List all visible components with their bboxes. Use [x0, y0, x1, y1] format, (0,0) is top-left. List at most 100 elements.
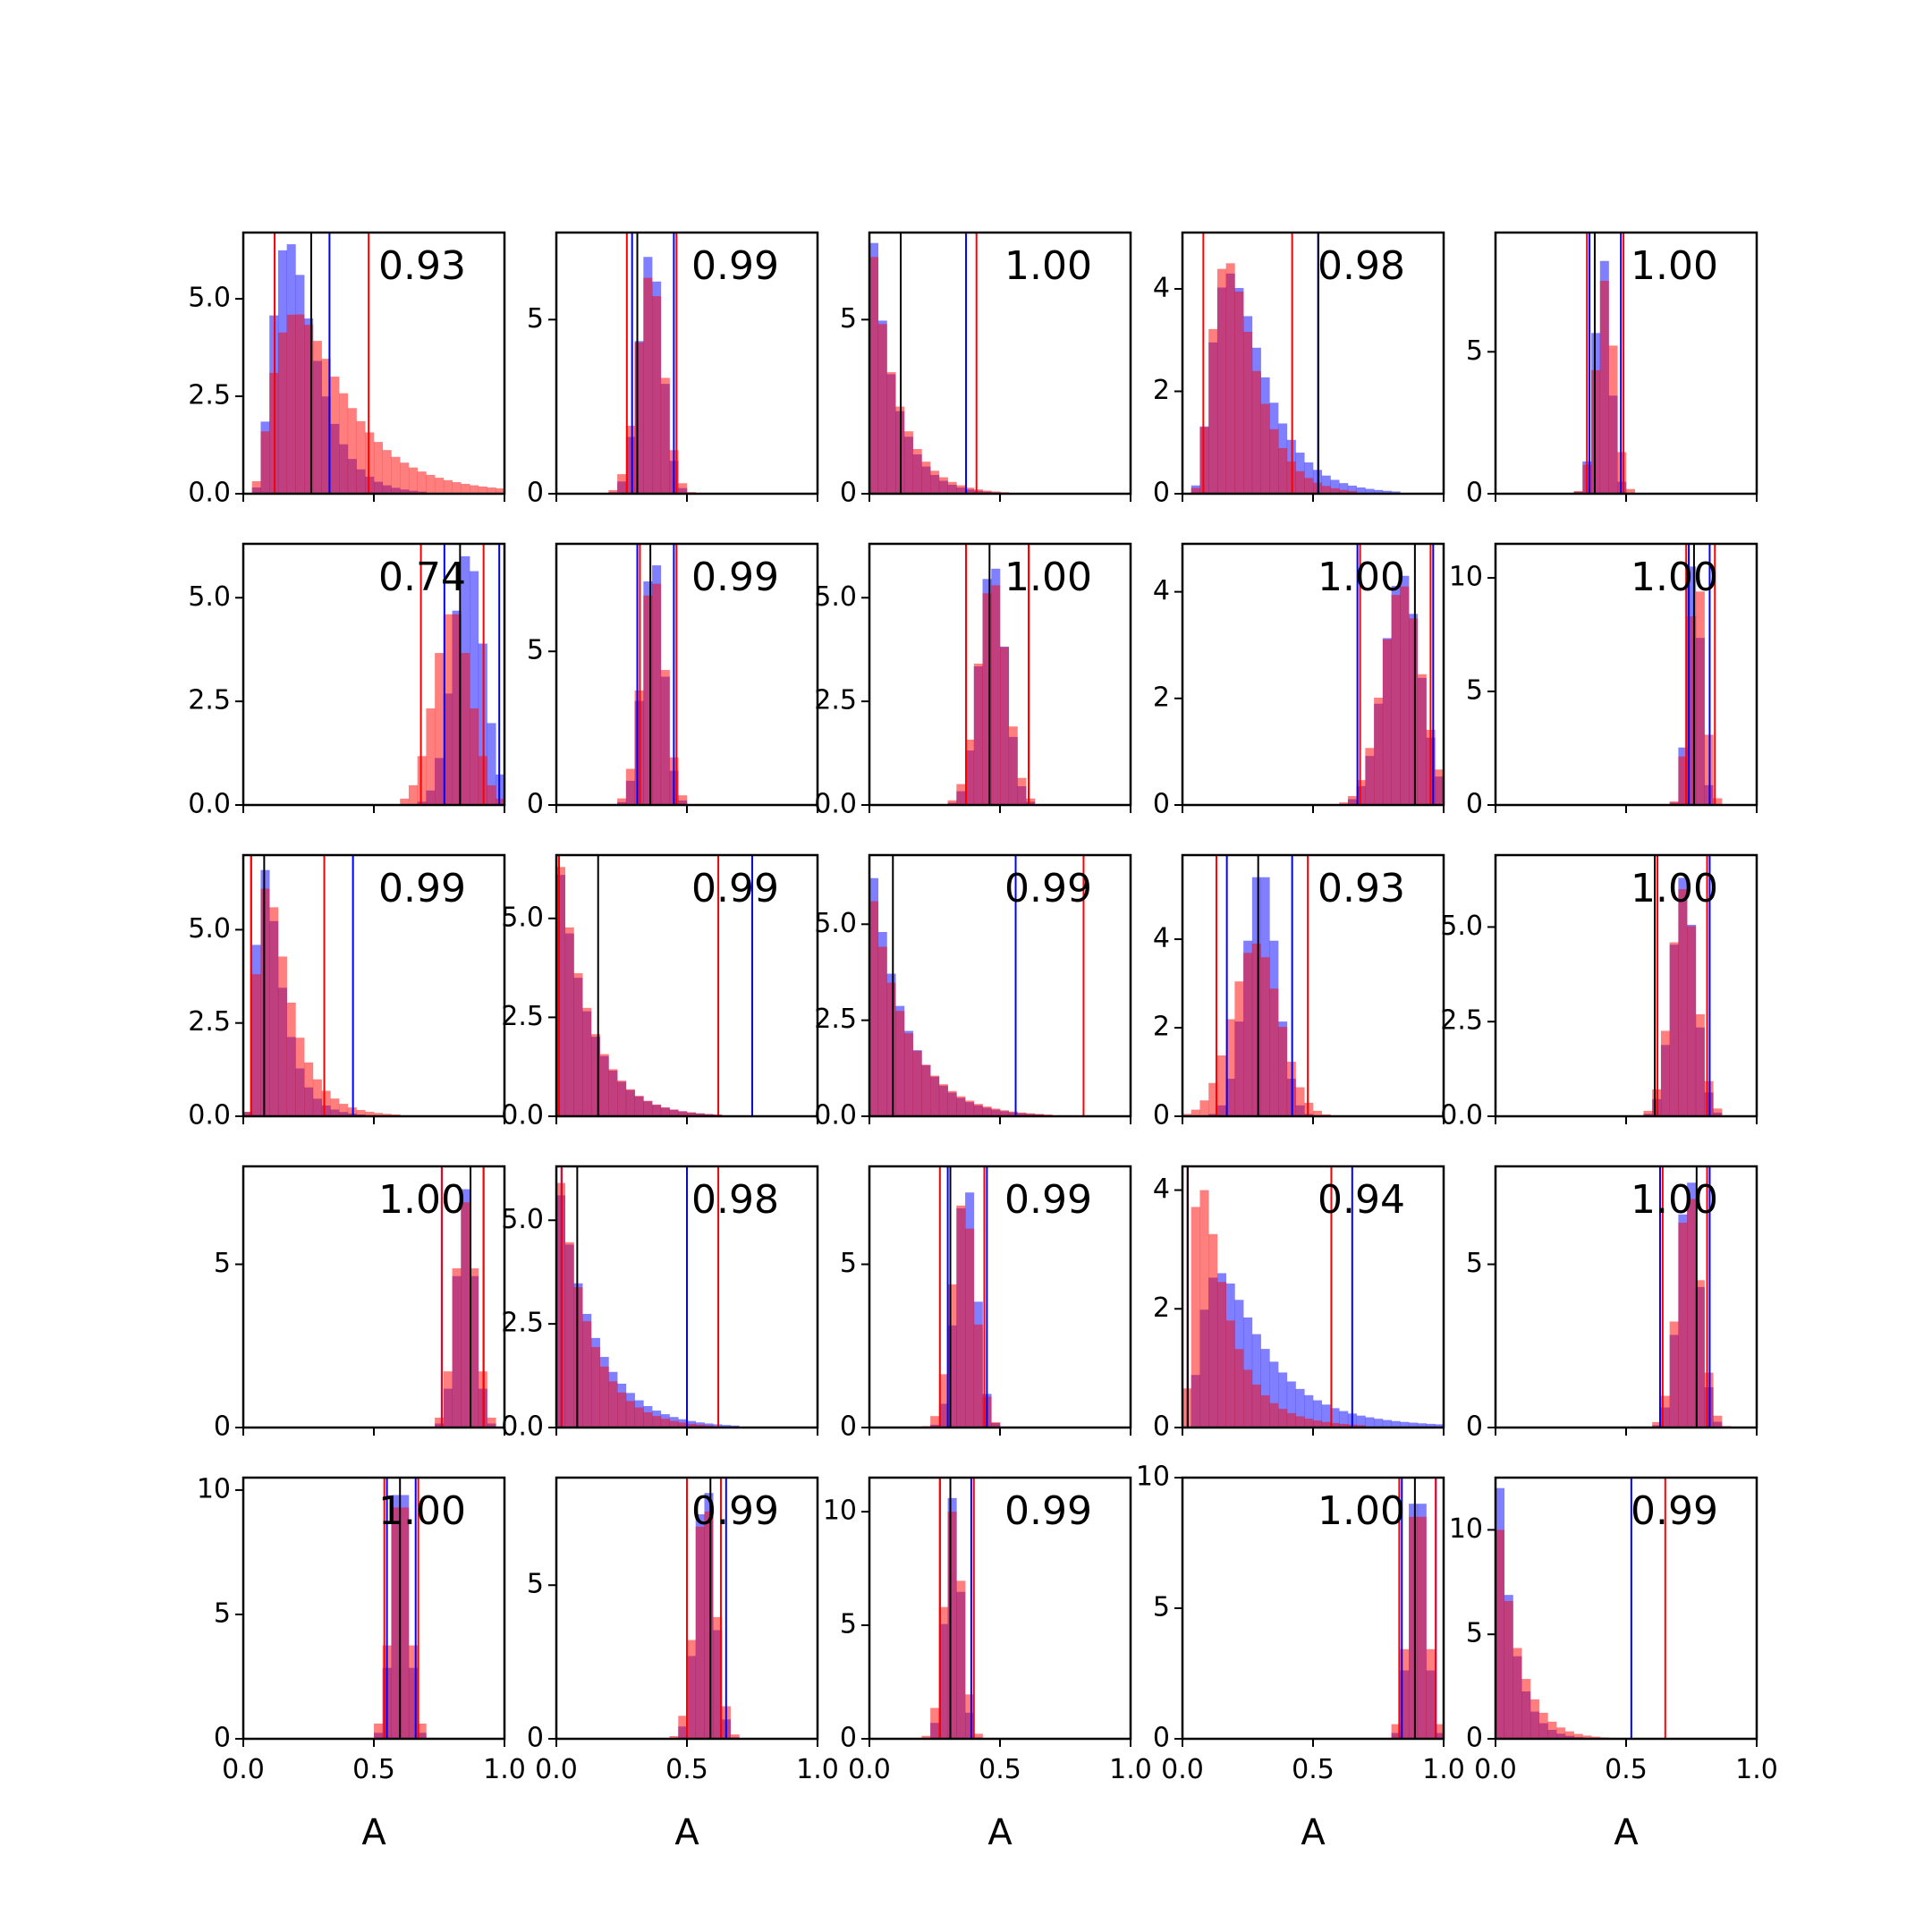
hist-bar-red	[312, 341, 322, 494]
panel-annotation: 0.74	[378, 555, 466, 600]
hist-bar-red	[608, 489, 618, 494]
y-tick-label: 5.0	[814, 908, 857, 939]
hist-bar-red	[903, 431, 913, 494]
y-tick-label: 0.0	[188, 789, 231, 820]
hist-bar-red	[956, 784, 966, 805]
hist-bar-red	[487, 784, 496, 805]
y-tick-label: 0	[840, 1723, 857, 1754]
hist-bar-red	[277, 332, 287, 494]
panel-5-3: 0 5 10 0.0 0.5 1.0 A 0.99	[823, 1476, 1152, 1853]
hist-bar-red	[1243, 953, 1253, 1116]
hist-bar-red	[1000, 647, 1010, 805]
hist-bar-red	[1199, 1190, 1209, 1428]
hist-bar-red	[1208, 1233, 1218, 1428]
hist-bar-blue	[1339, 483, 1349, 494]
y-tick-label: 0	[840, 1411, 857, 1443]
panel-annotation: 1.00	[1004, 243, 1092, 289]
panel-annotation: 1.00	[378, 1177, 466, 1223]
y-tick-label: 5.0	[501, 1204, 544, 1235]
hist-bar-red	[1695, 1280, 1705, 1428]
hist-bar-red	[330, 1098, 340, 1116]
hist-bar-red	[1599, 280, 1609, 494]
y-tick-label: 0	[1466, 789, 1483, 820]
y-tick-label: 0	[527, 789, 544, 820]
hist-bar-red	[1582, 1735, 1592, 1739]
hist-bar-red	[1321, 1421, 1331, 1428]
hist-bar-red	[1417, 674, 1427, 805]
hist-bar-blue	[1382, 1419, 1392, 1428]
hist-bar-red	[1304, 478, 1314, 494]
hist-bar-blue	[721, 1425, 731, 1428]
hist-bar-red	[461, 1202, 470, 1428]
hist-bar-red	[1626, 488, 1636, 494]
hist-bar-red	[1687, 616, 1697, 805]
panel-annotation: 1.00	[1631, 866, 1718, 911]
hist-bar-red	[947, 1512, 957, 1739]
hist-bar-blue	[1435, 1424, 1445, 1428]
x-axis-label: A	[674, 1812, 699, 1853]
panel-annotation: 1.00	[1318, 555, 1405, 600]
hist-bar-red	[1391, 1724, 1401, 1739]
panel-3-5: 0.0 2.5 5.0 1.00	[1440, 853, 1758, 1131]
hist-bar-red	[408, 1645, 418, 1739]
y-tick-label: 0	[1153, 1723, 1170, 1754]
hist-bar-red	[625, 1089, 635, 1116]
hist-bar-red	[1304, 1419, 1314, 1428]
hist-bar-red	[1669, 801, 1679, 805]
panel-annotation: 0.99	[1004, 1488, 1092, 1534]
hist-bar-red	[982, 490, 992, 494]
hist-bar-red	[921, 1064, 931, 1116]
hist-bar-red	[991, 585, 1001, 805]
hist-bar-red	[973, 1733, 983, 1739]
hist-bar-red	[1504, 1601, 1513, 1739]
hist-bar-red	[1000, 1110, 1010, 1116]
hist-bar-red	[956, 1205, 966, 1428]
hist-bar-red	[965, 1228, 975, 1428]
hist-bar-red	[617, 1080, 627, 1116]
hist-bar-red	[1260, 1395, 1270, 1428]
hist-bar-red	[695, 1526, 705, 1739]
hist-bar-red	[617, 1392, 627, 1428]
hist-bar-red	[1678, 1223, 1688, 1428]
y-tick-label: 0.0	[814, 789, 857, 820]
hist-bar-red	[1269, 988, 1279, 1116]
y-tick-label: 4	[1153, 575, 1170, 606]
panel-1-3: 051.00	[840, 231, 1132, 509]
hist-bar-red	[1669, 1321, 1679, 1428]
panel-annotation: 0.98	[691, 1177, 779, 1223]
hist-bar-red	[973, 1104, 983, 1116]
hist-bar-red	[912, 1050, 922, 1116]
hist-bar-red	[643, 1100, 653, 1116]
panel-2-1: 0.0 2.5 5.0 0.74	[188, 542, 506, 820]
hist-bar-red	[973, 1324, 983, 1428]
hist-bar-red	[652, 583, 662, 805]
hist-bar-blue	[1269, 1361, 1279, 1428]
hist-bar-blue	[1330, 1408, 1340, 1428]
x-tick-label: 0.0	[1474, 1754, 1517, 1785]
y-tick-label: 2	[1153, 1012, 1170, 1043]
hist-bar-red	[678, 1111, 688, 1116]
x-tick-label: 0.5	[1605, 1754, 1648, 1785]
hist-bar-red	[1435, 1724, 1445, 1739]
hist-bar-red	[617, 798, 627, 805]
panel-1-2: 050.99	[527, 231, 819, 509]
hist-bar-red	[564, 927, 574, 1116]
x-axis-label: A	[987, 1812, 1013, 1853]
hist-bar-red	[608, 1069, 618, 1116]
hist-bar-blue	[1374, 1419, 1384, 1428]
panel-5-5: 0 5 10 0.0 0.5 1.0 A 0.99	[1449, 1476, 1778, 1853]
hist-bar-red	[660, 377, 670, 494]
panel-1-4: 0 2 4 0.98	[1153, 231, 1445, 509]
hist-bar-red	[886, 372, 896, 494]
hist-bar-red	[1617, 452, 1627, 494]
hist-bar-red	[408, 467, 418, 494]
hist-bar-blue	[487, 723, 496, 805]
hist-bar-blue	[1382, 490, 1392, 494]
y-tick-label: 0.0	[1440, 1100, 1483, 1131]
hist-bar-blue	[1330, 479, 1340, 494]
hist-bar-red	[452, 614, 462, 805]
hist-bar-red	[1026, 798, 1036, 805]
hist-bar-red	[321, 1090, 331, 1116]
hist-bar-red	[1251, 1385, 1261, 1428]
hist-bar-red	[1409, 1516, 1419, 1739]
